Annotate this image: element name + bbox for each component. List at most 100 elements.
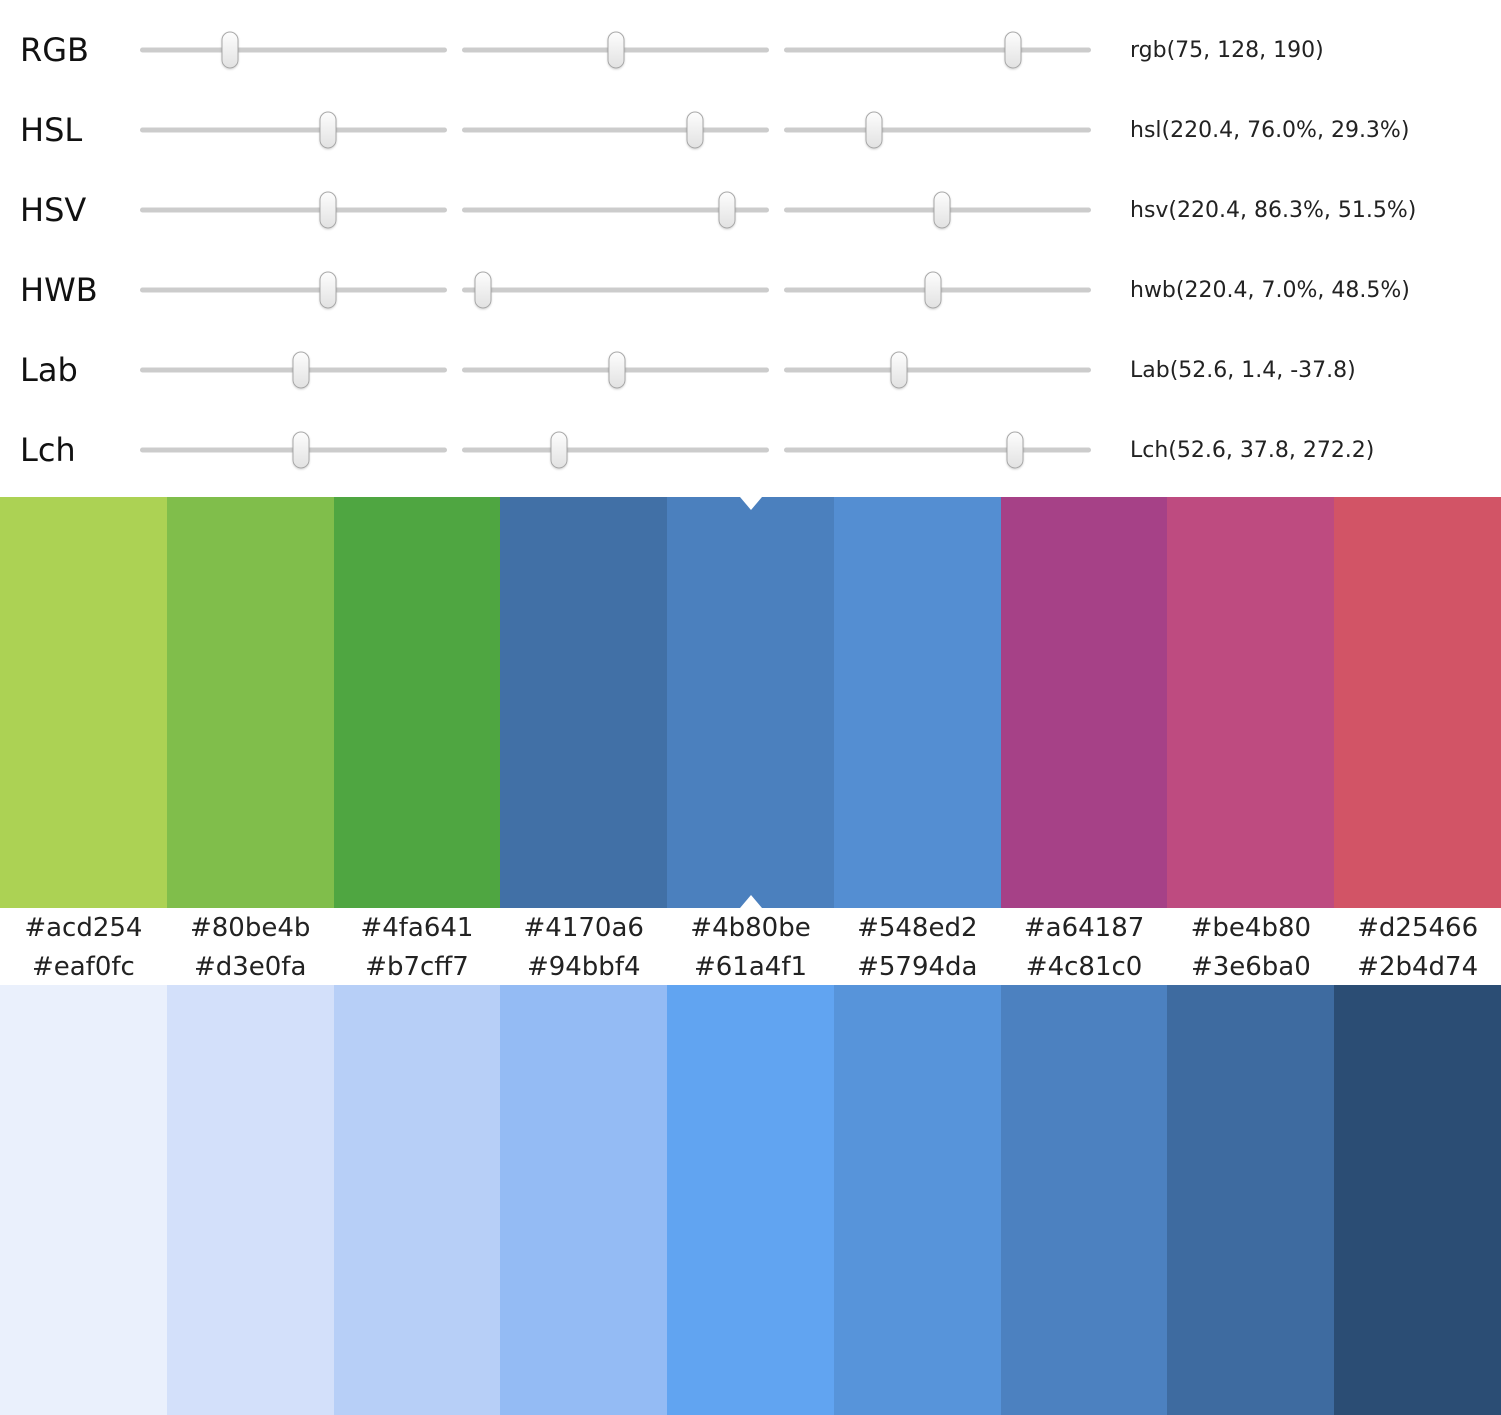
swatch-hex-label: #61a4f1	[693, 951, 808, 982]
hwb-channel-2-slider[interactable]	[462, 268, 769, 312]
hsl-channel-2-slider[interactable]	[462, 108, 769, 152]
slider-thumb[interactable]	[292, 431, 310, 469]
slider-thumb[interactable]	[608, 351, 626, 389]
slider-track[interactable]	[462, 207, 769, 213]
shade-swatch[interactable]	[333, 985, 501, 1415]
shade-swatch[interactable]	[500, 985, 668, 1415]
slider-thumb[interactable]	[718, 191, 736, 229]
hue-swatch[interactable]	[1167, 497, 1335, 908]
color-value-text: hsv(220.4, 86.3%, 51.5%)	[1130, 197, 1417, 223]
shade-palette-band	[0, 985, 1501, 1415]
shade-swatch[interactable]	[166, 985, 334, 1415]
colorspace-row-hwb: HWB hwb(220.4, 7.0%, 48.5%)	[0, 250, 1501, 330]
slider-track[interactable]	[462, 287, 769, 293]
colorspace-row-lab: Lab Lab(52.6, 1.4, -37.8)	[0, 330, 1501, 410]
colorspace-row-hsv: HSV hsv(220.4, 86.3%, 51.5%)	[0, 170, 1501, 250]
slider-track[interactable]	[140, 287, 447, 293]
colorspace-row-rgb: RGB rgb(75, 128, 190)	[0, 10, 1501, 90]
slider-thumb[interactable]	[319, 271, 337, 309]
slider-thumb[interactable]	[865, 111, 883, 149]
color-value-text: rgb(75, 128, 190)	[1130, 37, 1324, 63]
lch-channel-1-slider[interactable]	[140, 428, 447, 472]
slider-thumb[interactable]	[686, 111, 704, 149]
hue-swatch[interactable]	[833, 497, 1001, 908]
shade-swatch[interactable]	[667, 985, 834, 1415]
colorspace-row-lch: Lch Lch(52.6, 37.8, 272.2)	[0, 410, 1501, 490]
rgb-channel-2-slider[interactable]	[462, 28, 769, 72]
shade-swatch[interactable]	[0, 985, 167, 1415]
swatch-hex-label: #4fa641	[360, 913, 474, 943]
lch-channel-3-slider[interactable]	[784, 428, 1091, 472]
swatch-hex-label: #548ed2	[857, 913, 978, 943]
slider-track[interactable]	[462, 447, 769, 453]
slider-thumb[interactable]	[550, 431, 568, 469]
swatch-hex-label: #a64187	[1023, 913, 1145, 943]
slider-track[interactable]	[462, 127, 769, 133]
color-value-text: Lch(52.6, 37.8, 272.2)	[1130, 437, 1375, 463]
hsv-channel-2-slider[interactable]	[462, 188, 769, 232]
slider-thumb[interactable]	[221, 31, 239, 69]
lab-channel-2-slider[interactable]	[462, 348, 769, 392]
colorspace-name: HWB	[20, 271, 98, 309]
slider-thumb[interactable]	[292, 351, 310, 389]
swatch-hex-label: #4170a6	[523, 913, 644, 943]
swatch-hex-label: #d25466	[1357, 913, 1479, 943]
hsv-channel-3-slider[interactable]	[784, 188, 1091, 232]
hue-swatch[interactable]	[667, 497, 834, 908]
slider-track[interactable]	[140, 127, 447, 133]
lch-channel-2-slider[interactable]	[462, 428, 769, 472]
slider-thumb[interactable]	[1006, 431, 1024, 469]
hue-hex-labels: #acd254 #80be4b #4fa641 #4170a6 #4b80be …	[0, 908, 1501, 948]
swatch-hex-label: #2b4d74	[1357, 951, 1479, 982]
slider-track[interactable]	[784, 127, 1091, 133]
swatch-hex-label: #d3e0fa	[193, 951, 307, 982]
hsl-channel-1-slider[interactable]	[140, 108, 447, 152]
swatch-hex-label: #be4b80	[1190, 913, 1312, 943]
hue-swatch[interactable]	[1334, 497, 1501, 908]
color-value-text: hwb(220.4, 7.0%, 48.5%)	[1130, 277, 1410, 303]
color-value-text: hsl(220.4, 76.0%, 29.3%)	[1130, 117, 1410, 143]
slider-track[interactable]	[784, 367, 1091, 373]
colorspace-row-hsl: HSL hsl(220.4, 76.0%, 29.3%)	[0, 90, 1501, 170]
hsl-channel-3-slider[interactable]	[784, 108, 1091, 152]
shade-swatch[interactable]	[1000, 985, 1168, 1415]
slider-thumb[interactable]	[1004, 31, 1022, 69]
color-value-text: Lab(52.6, 1.4, -37.8)	[1130, 357, 1356, 383]
hwb-channel-3-slider[interactable]	[784, 268, 1091, 312]
slider-thumb[interactable]	[319, 191, 337, 229]
hue-palette-band	[0, 497, 1501, 908]
hue-swatch[interactable]	[1000, 497, 1168, 908]
lab-channel-3-slider[interactable]	[784, 348, 1091, 392]
hsv-channel-1-slider[interactable]	[140, 188, 447, 232]
swatch-hex-label: #80be4b	[189, 913, 311, 943]
slider-thumb[interactable]	[607, 31, 625, 69]
hue-swatch[interactable]	[166, 497, 334, 908]
colorspace-name: RGB	[20, 31, 89, 69]
lab-channel-1-slider[interactable]	[140, 348, 447, 392]
slider-thumb[interactable]	[890, 351, 908, 389]
slider-thumb[interactable]	[924, 271, 942, 309]
slider-thumb[interactable]	[474, 271, 492, 309]
slider-track[interactable]	[140, 47, 447, 53]
swatch-hex-label: #5794da	[857, 951, 978, 982]
hue-swatch[interactable]	[500, 497, 668, 908]
shade-swatch[interactable]	[833, 985, 1001, 1415]
slider-track[interactable]	[784, 47, 1091, 53]
colorspace-name: HSL	[20, 111, 83, 149]
swatch-hex-label: #4c81c0	[1025, 951, 1143, 982]
hue-swatch[interactable]	[0, 497, 167, 908]
colorspace-name: HSV	[20, 191, 87, 229]
hue-swatch[interactable]	[333, 497, 501, 908]
color-space-sliders: RGB rgb(75, 128, 190) HSL	[0, 0, 1501, 497]
shade-swatch[interactable]	[1334, 985, 1501, 1415]
rgb-channel-1-slider[interactable]	[140, 28, 447, 72]
slider-track[interactable]	[784, 447, 1091, 453]
swatch-hex-label: #b7cff7	[365, 951, 469, 982]
slider-thumb[interactable]	[319, 111, 337, 149]
slider-thumb[interactable]	[933, 191, 951, 229]
shade-swatch[interactable]	[1167, 985, 1335, 1415]
slider-track[interactable]	[140, 207, 447, 213]
rgb-channel-3-slider[interactable]	[784, 28, 1091, 72]
hwb-channel-1-slider[interactable]	[140, 268, 447, 312]
